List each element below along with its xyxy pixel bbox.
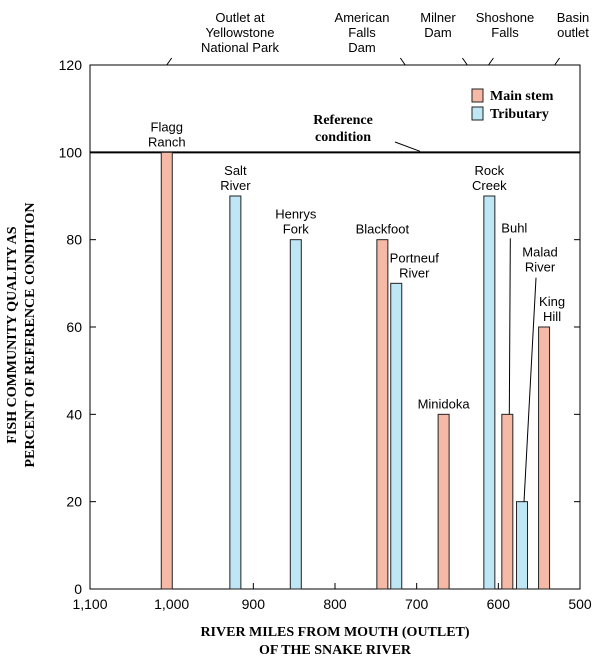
bar-label: Buhl: [501, 220, 527, 235]
x-tick-label: 700: [405, 596, 429, 612]
annotation-line: Yellowstone: [206, 25, 275, 40]
bar-label-line: Hill: [543, 309, 561, 324]
bar-label: Blackfoot: [356, 222, 410, 237]
annotation-line: outlet: [557, 25, 589, 40]
annotation: Shoshone Falls: [476, 10, 535, 40]
y-tick-label: 0: [74, 581, 82, 597]
bar-label-line: River: [220, 178, 251, 193]
annotation-leader: [488, 57, 494, 66]
annotation: Outlet at Yellowstone National Park: [201, 10, 280, 55]
bar: [516, 501, 529, 590]
bar: [483, 195, 496, 590]
bar-label-leader: [523, 277, 537, 502]
legend-swatch: [471, 106, 484, 121]
bar-label: Portneuf River: [390, 250, 440, 280]
x-tick-label: 600: [487, 596, 511, 612]
y-tick-label: 100: [59, 144, 83, 160]
bar-label-line: Rock: [475, 163, 505, 178]
annotation-line: National Park: [201, 40, 280, 55]
y-axis-title-line: PERCENT OF REFERENCE CONDITION: [23, 203, 38, 468]
bar: [376, 239, 389, 590]
bar-label-line: Ranch: [148, 134, 186, 149]
legend-label: Main stem: [490, 89, 554, 104]
bar-label-line: Minidoka: [418, 396, 471, 411]
x-axis-title-line: OF THE SNAKE RIVER: [259, 643, 412, 658]
bar-label: Flagg Ranch: [148, 119, 186, 149]
annotation-line: Basin: [557, 10, 590, 25]
reference-label-line: Reference: [313, 113, 373, 128]
x-axis-title: RIVER MILES FROM MOUTH (OUTLET) OF THE SN…: [200, 625, 469, 658]
annotation-line: Outlet at: [215, 10, 265, 25]
bar-label-line: River: [525, 260, 556, 275]
x-tick-label: 800: [323, 596, 347, 612]
annotation-line: Shoshone: [476, 10, 535, 25]
bar-label: Malad River: [522, 245, 557, 275]
y-axis-title: FISH COMMUNITY QUALITY AS PERCENT OF REFE…: [5, 203, 38, 468]
x-axis-title-line: RIVER MILES FROM MOUTH (OUTLET): [200, 625, 469, 640]
bar-label-line: Blackfoot: [356, 222, 410, 237]
bar-label-leader: [508, 238, 511, 415]
bar: [501, 413, 514, 590]
annotation-line: American: [335, 10, 390, 25]
annotation-leader: [399, 57, 406, 66]
reference-label: Reference condition: [313, 113, 373, 145]
x-tick-label: 900: [242, 596, 266, 612]
bar-label-line: Buhl: [501, 220, 527, 235]
reference-label-line: condition: [315, 130, 371, 145]
annotation-line: Dam: [348, 40, 375, 55]
y-tick-label: 40: [66, 406, 82, 422]
bar-label-line: King: [539, 294, 565, 309]
annotation-leader: [461, 57, 468, 66]
legend-label: Tributary: [490, 107, 549, 122]
annotation-leader: [166, 57, 173, 66]
x-tick-label: 500: [568, 596, 592, 612]
annotation: Basin outlet: [557, 10, 590, 40]
bar-label-line: Portneuf: [390, 250, 440, 265]
reference-leader: [394, 141, 421, 152]
bar-label: Salt River: [220, 163, 251, 193]
bar: [538, 326, 551, 590]
bar-label-line: Flagg: [151, 119, 184, 134]
bar-label-line: Fork: [283, 222, 310, 237]
annotation-line: Falls: [348, 25, 376, 40]
bar-label-line: Salt: [224, 163, 247, 178]
y-tick-label: 80: [66, 232, 82, 248]
bar-label: King Hill: [539, 294, 565, 324]
annotation-line: Milner: [420, 10, 456, 25]
bar: [289, 239, 302, 590]
y-tick-label: 60: [66, 319, 82, 335]
legend-swatch: [471, 88, 484, 103]
bar-label-line: Malad: [522, 245, 557, 260]
bar: [437, 413, 450, 590]
x-tick-label: 1,100: [72, 596, 107, 612]
bar-label-line: River: [399, 265, 430, 280]
x-tick-label: 1,000: [154, 596, 189, 612]
y-tick-label: 20: [66, 494, 82, 510]
annotation-leader: [554, 57, 560, 66]
bar-label: Minidoka: [418, 396, 471, 411]
bar: [160, 151, 173, 590]
bar-label-line: Henrys: [275, 207, 317, 222]
annotation-line: Falls: [491, 25, 519, 40]
annotation: Milner Dam: [420, 10, 456, 40]
bar: [229, 195, 242, 590]
bar-label: Henrys Fork: [275, 207, 317, 237]
annotation-line: Dam: [424, 25, 451, 40]
bar: [390, 282, 403, 590]
annotation: American Falls Dam: [335, 10, 390, 55]
bar-label: Rock Creek: [472, 163, 507, 193]
y-tick-label: 120: [59, 57, 83, 73]
y-axis-title-line: FISH COMMUNITY QUALITY AS: [5, 226, 20, 443]
bar-label-line: Creek: [472, 178, 507, 193]
